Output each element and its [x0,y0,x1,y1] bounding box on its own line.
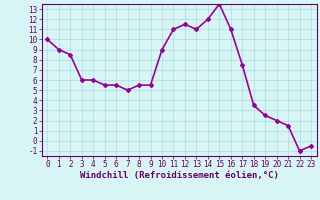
X-axis label: Windchill (Refroidissement éolien,°C): Windchill (Refroidissement éolien,°C) [80,171,279,180]
